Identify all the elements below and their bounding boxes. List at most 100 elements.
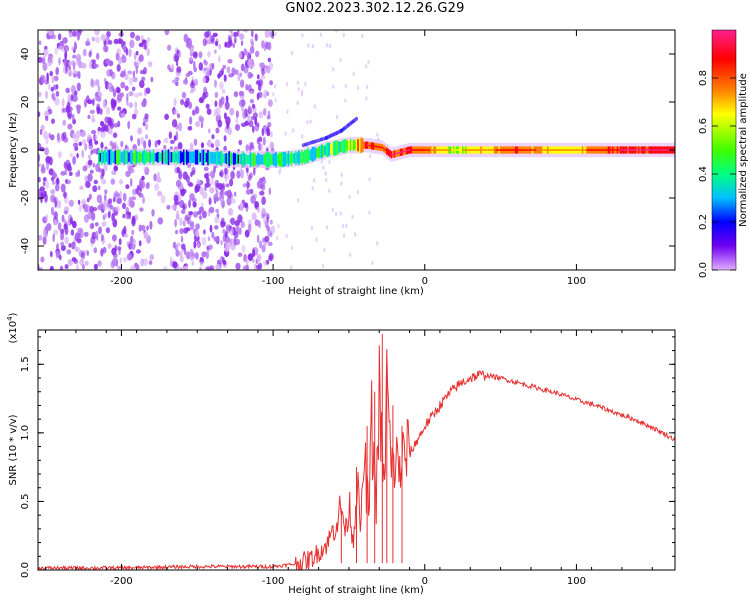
noise-blob <box>51 75 55 84</box>
noise-blob <box>97 260 102 267</box>
noise-blob <box>102 99 107 109</box>
noise-blob <box>195 183 201 190</box>
noise-blob <box>173 109 178 115</box>
ridge-core <box>395 152 397 155</box>
ridge-core <box>594 149 596 151</box>
noise-blob <box>85 41 91 46</box>
ridge-cell <box>99 152 102 162</box>
noise-blob <box>87 154 92 160</box>
noise-blob <box>195 230 200 238</box>
noise-blob <box>88 51 92 58</box>
noise-blob <box>207 236 211 241</box>
ridge-cell <box>355 138 358 152</box>
noise-blob <box>77 30 83 34</box>
noise-blob <box>228 73 234 78</box>
noise-blob <box>60 183 66 193</box>
noise-blob <box>225 227 231 234</box>
noise-blob <box>140 224 146 231</box>
ridge-core <box>610 149 613 151</box>
noise-blob <box>71 220 77 226</box>
noise-blob <box>66 101 71 110</box>
ridge-core <box>607 149 610 151</box>
ridge-cell <box>190 151 193 163</box>
noise-blob <box>189 46 194 55</box>
noise-blob <box>233 31 238 38</box>
noise-blob <box>230 227 234 236</box>
noise-blob <box>245 84 249 91</box>
noise-blob <box>167 64 171 70</box>
noise-blob <box>188 199 192 209</box>
noise-blob <box>258 220 261 229</box>
ridge-core <box>463 149 465 151</box>
noise-blob <box>258 142 262 152</box>
noise-blob <box>247 71 253 79</box>
ridge-cell <box>340 141 343 153</box>
ridge-cell <box>255 155 258 164</box>
noise-blob <box>214 79 217 88</box>
ridge-core <box>434 149 437 151</box>
noise-blob <box>199 215 202 220</box>
ridge-cell <box>201 149 203 165</box>
noise-blob <box>254 33 258 42</box>
noise-blob <box>245 258 249 266</box>
ridge-cell <box>322 144 324 158</box>
ridge-cell <box>187 151 190 163</box>
noise-blob <box>224 245 230 253</box>
noise-blob <box>45 135 49 145</box>
noise-blob <box>70 94 74 102</box>
noise-blob <box>134 62 139 69</box>
noise-blob <box>208 128 211 134</box>
noise-blob <box>241 245 246 253</box>
ridge-cell <box>290 151 293 166</box>
noise-blob <box>254 219 260 227</box>
noise-blob <box>105 124 109 133</box>
noise-blob <box>225 236 231 245</box>
noise-blob <box>58 151 62 159</box>
ridge-core <box>551 149 553 151</box>
noise-blob <box>176 49 180 55</box>
noise-blob <box>376 132 379 137</box>
noise-blob <box>256 254 261 262</box>
noise-blob <box>178 170 183 180</box>
noise-blob <box>176 166 180 173</box>
noise-blob <box>267 41 272 51</box>
noise-blob <box>128 165 134 174</box>
noise-blob <box>226 197 232 206</box>
colorbar-tick-label: 0.2 <box>698 214 709 230</box>
noise-blob <box>188 57 193 62</box>
spectrogram-xtick-label: -100 <box>262 276 285 287</box>
noise-blob <box>60 171 66 176</box>
ridge-core <box>410 149 412 151</box>
noise-blob <box>193 138 198 146</box>
noise-blob <box>307 43 310 48</box>
noise-blob <box>221 200 225 209</box>
noise-blob <box>111 234 117 242</box>
noise-blob <box>198 97 204 104</box>
noise-blob <box>187 126 193 131</box>
ridge-core <box>663 149 666 151</box>
noise-blob <box>195 106 200 115</box>
noise-blob <box>183 79 188 85</box>
noise-blob <box>38 153 41 163</box>
ridge-cell <box>242 151 244 167</box>
ridge-core <box>547 149 549 151</box>
noise-blob <box>247 113 251 123</box>
noise-blob <box>174 219 178 228</box>
noise-blob <box>224 101 230 110</box>
noise-blob <box>245 144 250 152</box>
noise-blob <box>72 118 76 125</box>
ridge-core <box>481 149 484 151</box>
noise-blob <box>240 122 247 128</box>
ridge-core <box>368 144 370 147</box>
snr-xtick-label: 100 <box>567 576 586 587</box>
noise-blob <box>139 70 145 75</box>
noise-blob <box>130 265 136 270</box>
ridge-core <box>512 149 514 151</box>
noise-blob <box>149 254 155 261</box>
noise-blob <box>243 30 249 33</box>
noise-blob <box>52 180 55 185</box>
ridge-core <box>402 150 405 153</box>
noise-blob <box>95 36 100 44</box>
noise-blob <box>276 236 279 241</box>
noise-blob <box>253 166 256 176</box>
